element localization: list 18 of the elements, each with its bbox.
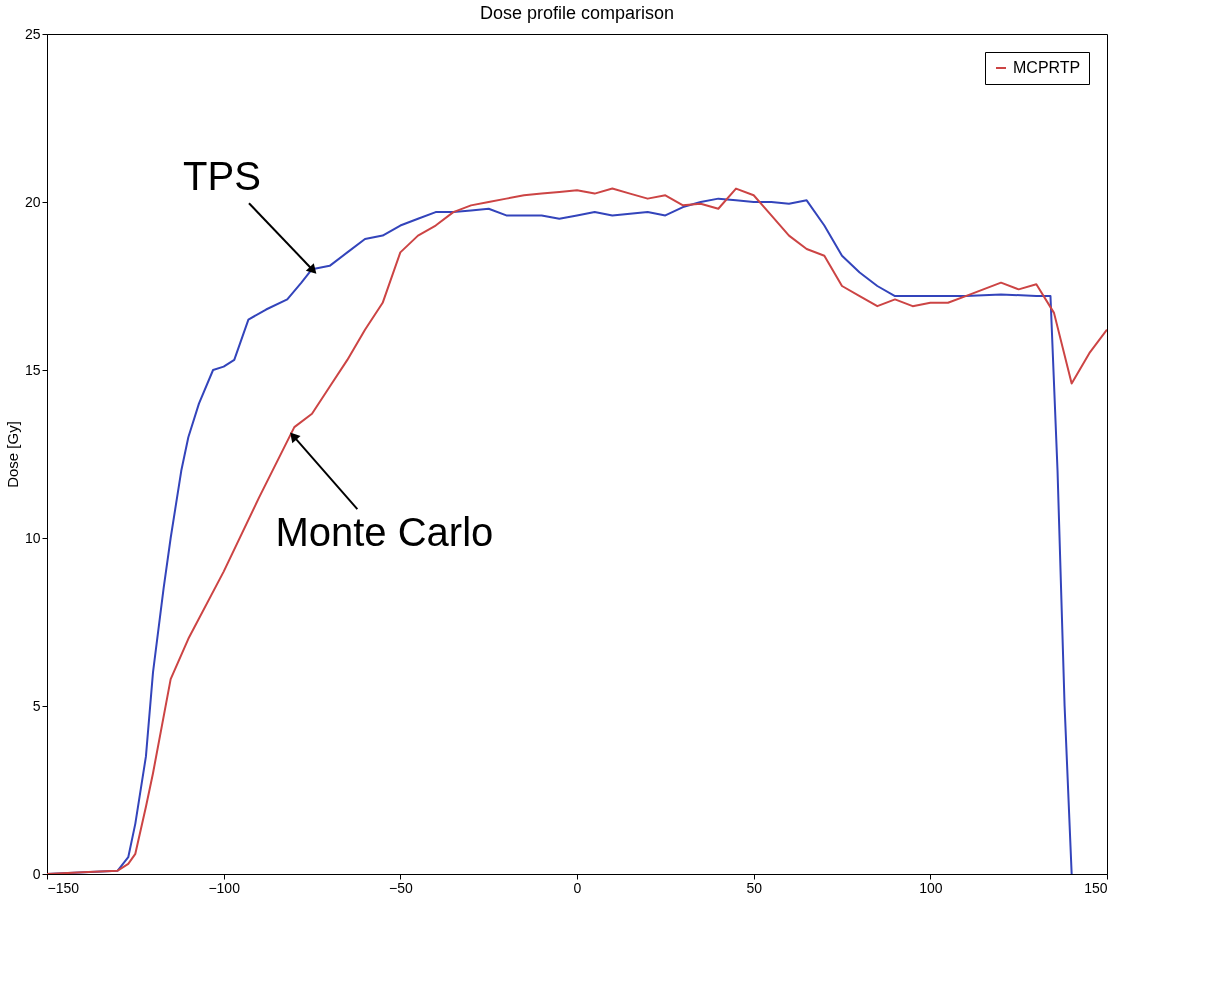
chart-title: Dose profile comparison [479,3,675,23]
y-tick-label: 25 [24,25,41,42]
x-tick-label: 100 [919,879,943,896]
x-tick-label: 50 [746,879,763,896]
y-tick-label: 5 [32,697,41,714]
annotation: TPS [183,154,261,199]
y-tick-label: 0 [32,865,41,882]
legend-label: MCPRTP [1013,59,1081,76]
annotation: Monte Carlo [275,510,494,555]
x-tick-label: 0 [573,879,582,896]
x-tick-label: 150 [1084,879,1108,896]
y-tick-label: 15 [24,361,41,378]
y-axis-title: Dose [Gy] [3,421,21,488]
x-tick-label: −100 [208,879,241,896]
y-tick-label: 20 [24,193,41,210]
y-tick-label: 10 [24,529,41,546]
x-tick-label: −150 [47,879,80,896]
x-tick-label: −50 [388,879,413,896]
